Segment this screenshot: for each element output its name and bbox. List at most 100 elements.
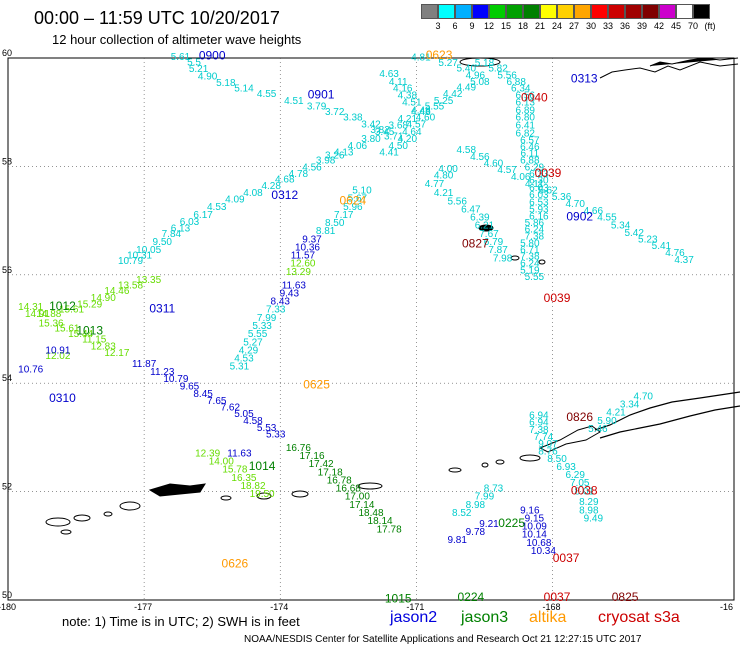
scale-swatch <box>421 4 438 19</box>
wave-height-label: 14.91 <box>25 309 50 320</box>
wave-height-label: 5.53 <box>257 423 277 434</box>
wave-height-label: 9.21 <box>479 519 499 530</box>
rat-islands <box>148 483 206 497</box>
wave-height-label: 4.21 <box>606 408 626 419</box>
wave-height-label: 9.50 <box>153 237 173 248</box>
scale-label: 18 <box>517 21 528 31</box>
wave-height-label: 4.57 <box>497 165 517 176</box>
wave-height-label: 14.31 <box>18 302 43 313</box>
saint-lawrence-island <box>459 57 501 67</box>
wave-height-label: 4.56 <box>470 152 490 163</box>
agattu-island <box>60 529 72 535</box>
wave-height-label: 5.56 <box>497 71 517 82</box>
wave-height-label: 7.38 <box>529 425 549 436</box>
wave-height-label: 5.67 <box>348 194 368 205</box>
pass-time-label: 0311 <box>149 302 175 316</box>
wave-height-label: 6.82 <box>516 129 536 140</box>
wave-height-label: 4.56 <box>302 163 322 174</box>
wave-height-label: 4.09 <box>225 195 245 206</box>
scale-label: 21 <box>534 21 545 31</box>
alaska-coast <box>599 61 739 79</box>
scale-swatch <box>642 4 659 19</box>
credit-line: NOAA/NESDIS Center for Satellite Applica… <box>244 634 642 645</box>
axis-tick-labels: 60 58 56 54 52 50 -180 -177 -174 -171 -168 -16 <box>0 48 733 612</box>
wave-height-label: 5.5 <box>187 58 201 69</box>
wave-height-label: 14.00 <box>209 457 234 468</box>
wave-height-label: 4.28 <box>261 181 281 192</box>
wave-height-label: 12.60 <box>290 259 315 270</box>
wave-height-label: 6.57 <box>520 136 540 147</box>
wave-height-label: 5.18 <box>475 58 495 69</box>
wave-height-label: 15.36 <box>39 318 64 329</box>
wave-height-label: 5.62 <box>538 186 558 197</box>
wave-height-label: 11.63 <box>282 280 307 291</box>
wave-height-label: 4.37 <box>674 255 694 266</box>
wave-height-label: 4.06 <box>348 141 368 152</box>
pass-time-label: 1015 <box>385 592 412 606</box>
wave-height-label: 14.46 <box>104 286 129 297</box>
wave-height-label: 5.08 <box>470 77 490 88</box>
wave-height-label: 3.71 <box>384 131 404 142</box>
wave-height-label: 5.41 <box>652 241 672 252</box>
pass-time-label: 0900 <box>199 49 226 63</box>
wave-height-label: 5.14 <box>234 84 254 95</box>
wave-height-label: 6.34 <box>511 84 531 95</box>
wave-height-label: 10.34 <box>531 546 556 557</box>
wave-height-label: 6.89 <box>516 105 536 116</box>
wave-height-label: 8.43 <box>271 297 291 308</box>
amukta-island <box>481 462 489 468</box>
wave-height-label: 8.98 <box>579 505 599 516</box>
scale-label: 45 <box>670 21 681 31</box>
wave-height-label: 4.55 <box>257 89 277 100</box>
wave-height-label: 10.09 <box>522 522 547 533</box>
wave-height-label: 7.38 <box>525 232 545 243</box>
pass-time-label: 0313 <box>571 71 598 85</box>
wave-height-label: 4.48 <box>411 105 431 116</box>
wave-height-label: 3.38 <box>343 112 363 123</box>
wave-height-label: 5.27 <box>438 58 458 69</box>
wave-height-label: 4.64 <box>402 127 422 138</box>
tanaga-island <box>256 492 272 500</box>
lat-tick-label: 58 <box>2 156 12 166</box>
pass-time-label: 0037 <box>553 551 580 565</box>
wave-height-label: 6.29 <box>565 470 585 481</box>
wave-height-label: 5.27 <box>243 337 263 348</box>
wave-height-label: 8.50 <box>325 218 345 229</box>
wave-height-label: 17.00 <box>345 492 370 503</box>
wave-height-label: 3.42 <box>361 119 381 130</box>
alaska-peninsula-b <box>599 405 740 439</box>
pass-time-label: 0039 <box>535 166 562 180</box>
umnak-island <box>519 454 541 462</box>
scale-swatch <box>438 4 455 19</box>
scale-label: 30 <box>585 21 596 31</box>
wave-height-label: 4.80 <box>434 170 454 181</box>
saint-matthew-island <box>478 224 494 232</box>
legend-jason3: jason3 <box>461 609 509 626</box>
footnote-text: note: 1) Time is in UTC; 2) SWH is in fe… <box>62 614 300 629</box>
pass-time-label: 0902 <box>566 210 593 224</box>
wave-height-label: 4.08 <box>243 188 263 199</box>
wave-height-label: 4.41 <box>379 148 399 159</box>
wave-height-label: 6.39 <box>470 213 490 224</box>
scale-swatch <box>540 4 557 19</box>
wave-height-label: 5.18 <box>216 78 236 89</box>
wave-height-label: 5.23 <box>638 234 658 245</box>
wave-height-label: 4.51 <box>284 96 304 107</box>
wave-height-label: 18.14 <box>368 516 393 527</box>
wave-height-label: 5.55 <box>425 101 445 112</box>
wave-height-label: 4.11 <box>389 77 408 88</box>
wave-height-label: 4.16 <box>393 84 413 95</box>
wave-height-label: 17.14 <box>349 500 374 511</box>
lon-tick-label: -177 <box>134 602 152 612</box>
wave-height-label: 6.47 <box>461 204 481 215</box>
wave-height-label: 8.29 <box>579 497 599 508</box>
wave-height-label: 6.13 <box>171 223 191 234</box>
delarof-islands <box>220 495 232 501</box>
scale-swatch <box>676 4 693 19</box>
wave-height-label: 6.03 <box>180 217 200 228</box>
wave-height-label: 12.02 <box>45 351 70 362</box>
wave-height-label: 12.39 <box>195 448 220 459</box>
wave-height-label: 8.50 <box>547 454 567 465</box>
islands-of-four-mountains <box>495 459 505 465</box>
